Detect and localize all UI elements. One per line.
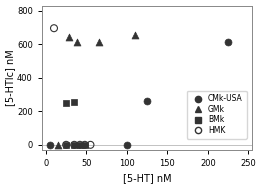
Point	[83, 143, 87, 146]
Point	[72, 101, 76, 104]
Point	[226, 41, 230, 44]
Legend: CMk-USA, GMk, BMk, HMK: CMk-USA, GMk, BMk, HMK	[187, 91, 247, 139]
Point	[67, 35, 71, 38]
Point	[133, 33, 137, 36]
Point	[52, 27, 56, 30]
Point	[96, 41, 101, 44]
Point	[125, 143, 129, 146]
Point	[75, 41, 79, 44]
Point	[88, 143, 92, 146]
Point	[145, 100, 149, 103]
X-axis label: [5-HT] nM: [5-HT] nM	[123, 174, 171, 184]
Y-axis label: [5-HTlc] nM: [5-HTlc] nM	[6, 49, 15, 106]
Point	[56, 143, 60, 146]
Point	[83, 143, 87, 146]
Point	[64, 143, 68, 146]
Point	[78, 143, 82, 146]
Point	[64, 143, 68, 146]
Point	[48, 143, 52, 146]
Point	[64, 102, 68, 105]
Point	[72, 143, 76, 146]
Point	[78, 143, 82, 146]
Point	[72, 143, 76, 146]
